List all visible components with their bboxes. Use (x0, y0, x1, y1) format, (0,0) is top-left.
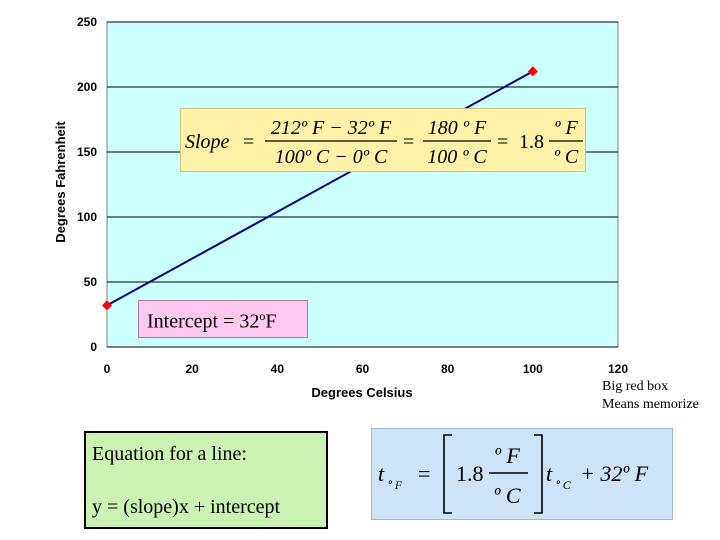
slope-lhs: Slope (185, 131, 230, 153)
x-tick-label: 0 (104, 362, 111, 376)
slope-equals-1: = (243, 131, 254, 153)
slope-frac3-numerator: º F (554, 117, 578, 139)
x-axis-title: Degrees Celsius (311, 385, 412, 400)
x-tick-label: 80 (441, 362, 455, 376)
x-tick-label: 120 (608, 362, 628, 376)
left-bracket-icon (443, 434, 452, 514)
intercept-degree: o (259, 309, 266, 323)
chart: 0 50 100 150 200 250 0 20 40 60 80 100 120 Degrees … (53, 15, 629, 400)
memorize-note: Big red box Means memorize (602, 378, 699, 414)
formula-frac-denominator: º C (494, 483, 521, 508)
slope-equals-2: = (403, 131, 414, 153)
slope-frac2-denominator: 100 º C (427, 146, 487, 168)
slope-formula-box: Slope = 212º F − 32º F 100º C − 0º C = 1… (180, 108, 586, 172)
y-tick-label: 0 (90, 340, 97, 354)
y-axis-title: Degrees Fahrenheit (53, 121, 68, 243)
note-line-1: Big red box (602, 379, 669, 394)
x-axis-ticks: 0 20 40 60 80 100 120 (104, 362, 629, 376)
formula-coefficient: 1.8 (456, 461, 484, 486)
x-tick-label: 40 (271, 362, 285, 376)
y-tick-label: 200 (77, 80, 97, 94)
y-tick-label: 250 (77, 15, 97, 29)
slope-frac3-denominator: º C (554, 146, 579, 168)
line-equation-box: Equation for a line: y = (slope)x + inte… (84, 431, 328, 529)
slope-frac2-numerator: 180 º F (428, 117, 487, 139)
equation-heading: Equation for a line: (92, 443, 247, 465)
formula-lhs-t: t (378, 461, 385, 486)
data-point-marker (102, 300, 112, 311)
formula-rhs-t: t (546, 461, 553, 486)
x-tick-label: 20 (185, 362, 199, 376)
formula-rhs-subscript: º C (556, 478, 572, 492)
note-line-2: Means memorize (602, 397, 699, 412)
y-tick-label: 100 (77, 210, 97, 224)
x-tick-label: 60 (356, 362, 370, 376)
formula-lhs-subscript: º F (388, 478, 403, 492)
conversion-formula-box: t º F = 1.8 º F º C t º C + 32º F (371, 428, 673, 520)
slope-equals-3: = (497, 131, 508, 153)
slope-frac1-denominator: 100º C − 0º C (275, 146, 388, 168)
y-axis-ticks: 0 50 100 150 200 250 (77, 15, 97, 354)
intercept-text: Intercept = 32 (147, 310, 260, 333)
y-tick-label: 50 (84, 275, 98, 289)
data-point-marker (527, 66, 538, 77)
intercept-unit: F (265, 310, 277, 333)
x-tick-label: 100 (523, 362, 543, 376)
intercept-label-box: Intercept = 32oF (138, 300, 308, 338)
slope-coefficient: 1.8 (519, 131, 544, 153)
right-bracket-icon (534, 434, 543, 514)
formula-frac-numerator: º F (494, 443, 520, 468)
slope-frac1-numerator: 212º F − 32º F (271, 117, 392, 139)
formula-plus-32f: + 32º F (580, 461, 649, 486)
formula-equals: = (418, 461, 430, 486)
equation-text: y = (slope)x + intercept (92, 496, 281, 518)
plot-area (106, 21, 619, 348)
y-tick-label: 150 (77, 145, 97, 159)
